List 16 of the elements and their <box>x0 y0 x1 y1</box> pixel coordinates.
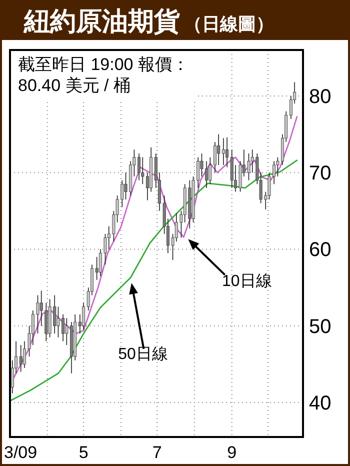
x-tick-label: 7 <box>152 443 162 462</box>
y-tick-label: 50 <box>309 316 332 338</box>
y-tick-label: 60 <box>309 239 332 262</box>
x-tick-label: 5 <box>78 443 88 462</box>
y-tick-label: 80 <box>309 86 332 108</box>
annotation: 截至昨日 19:00 報價： 80.40 美元 / 桶 <box>18 55 189 95</box>
candlestick <box>217 134 220 166</box>
candlestick <box>222 138 225 166</box>
annotation: 50日線 <box>118 346 168 363</box>
x-tick-label: 9 <box>227 443 237 462</box>
x-tick-label: 3/09 <box>4 443 38 462</box>
y-tick-label: 40 <box>309 392 332 415</box>
y-tick-label: 70 <box>309 162 332 185</box>
chart-subtitle: （日線圖） <box>184 14 274 34</box>
chart-title: 紐約原油期貨 <box>24 6 180 36</box>
annotation: 10日線 <box>222 273 272 290</box>
